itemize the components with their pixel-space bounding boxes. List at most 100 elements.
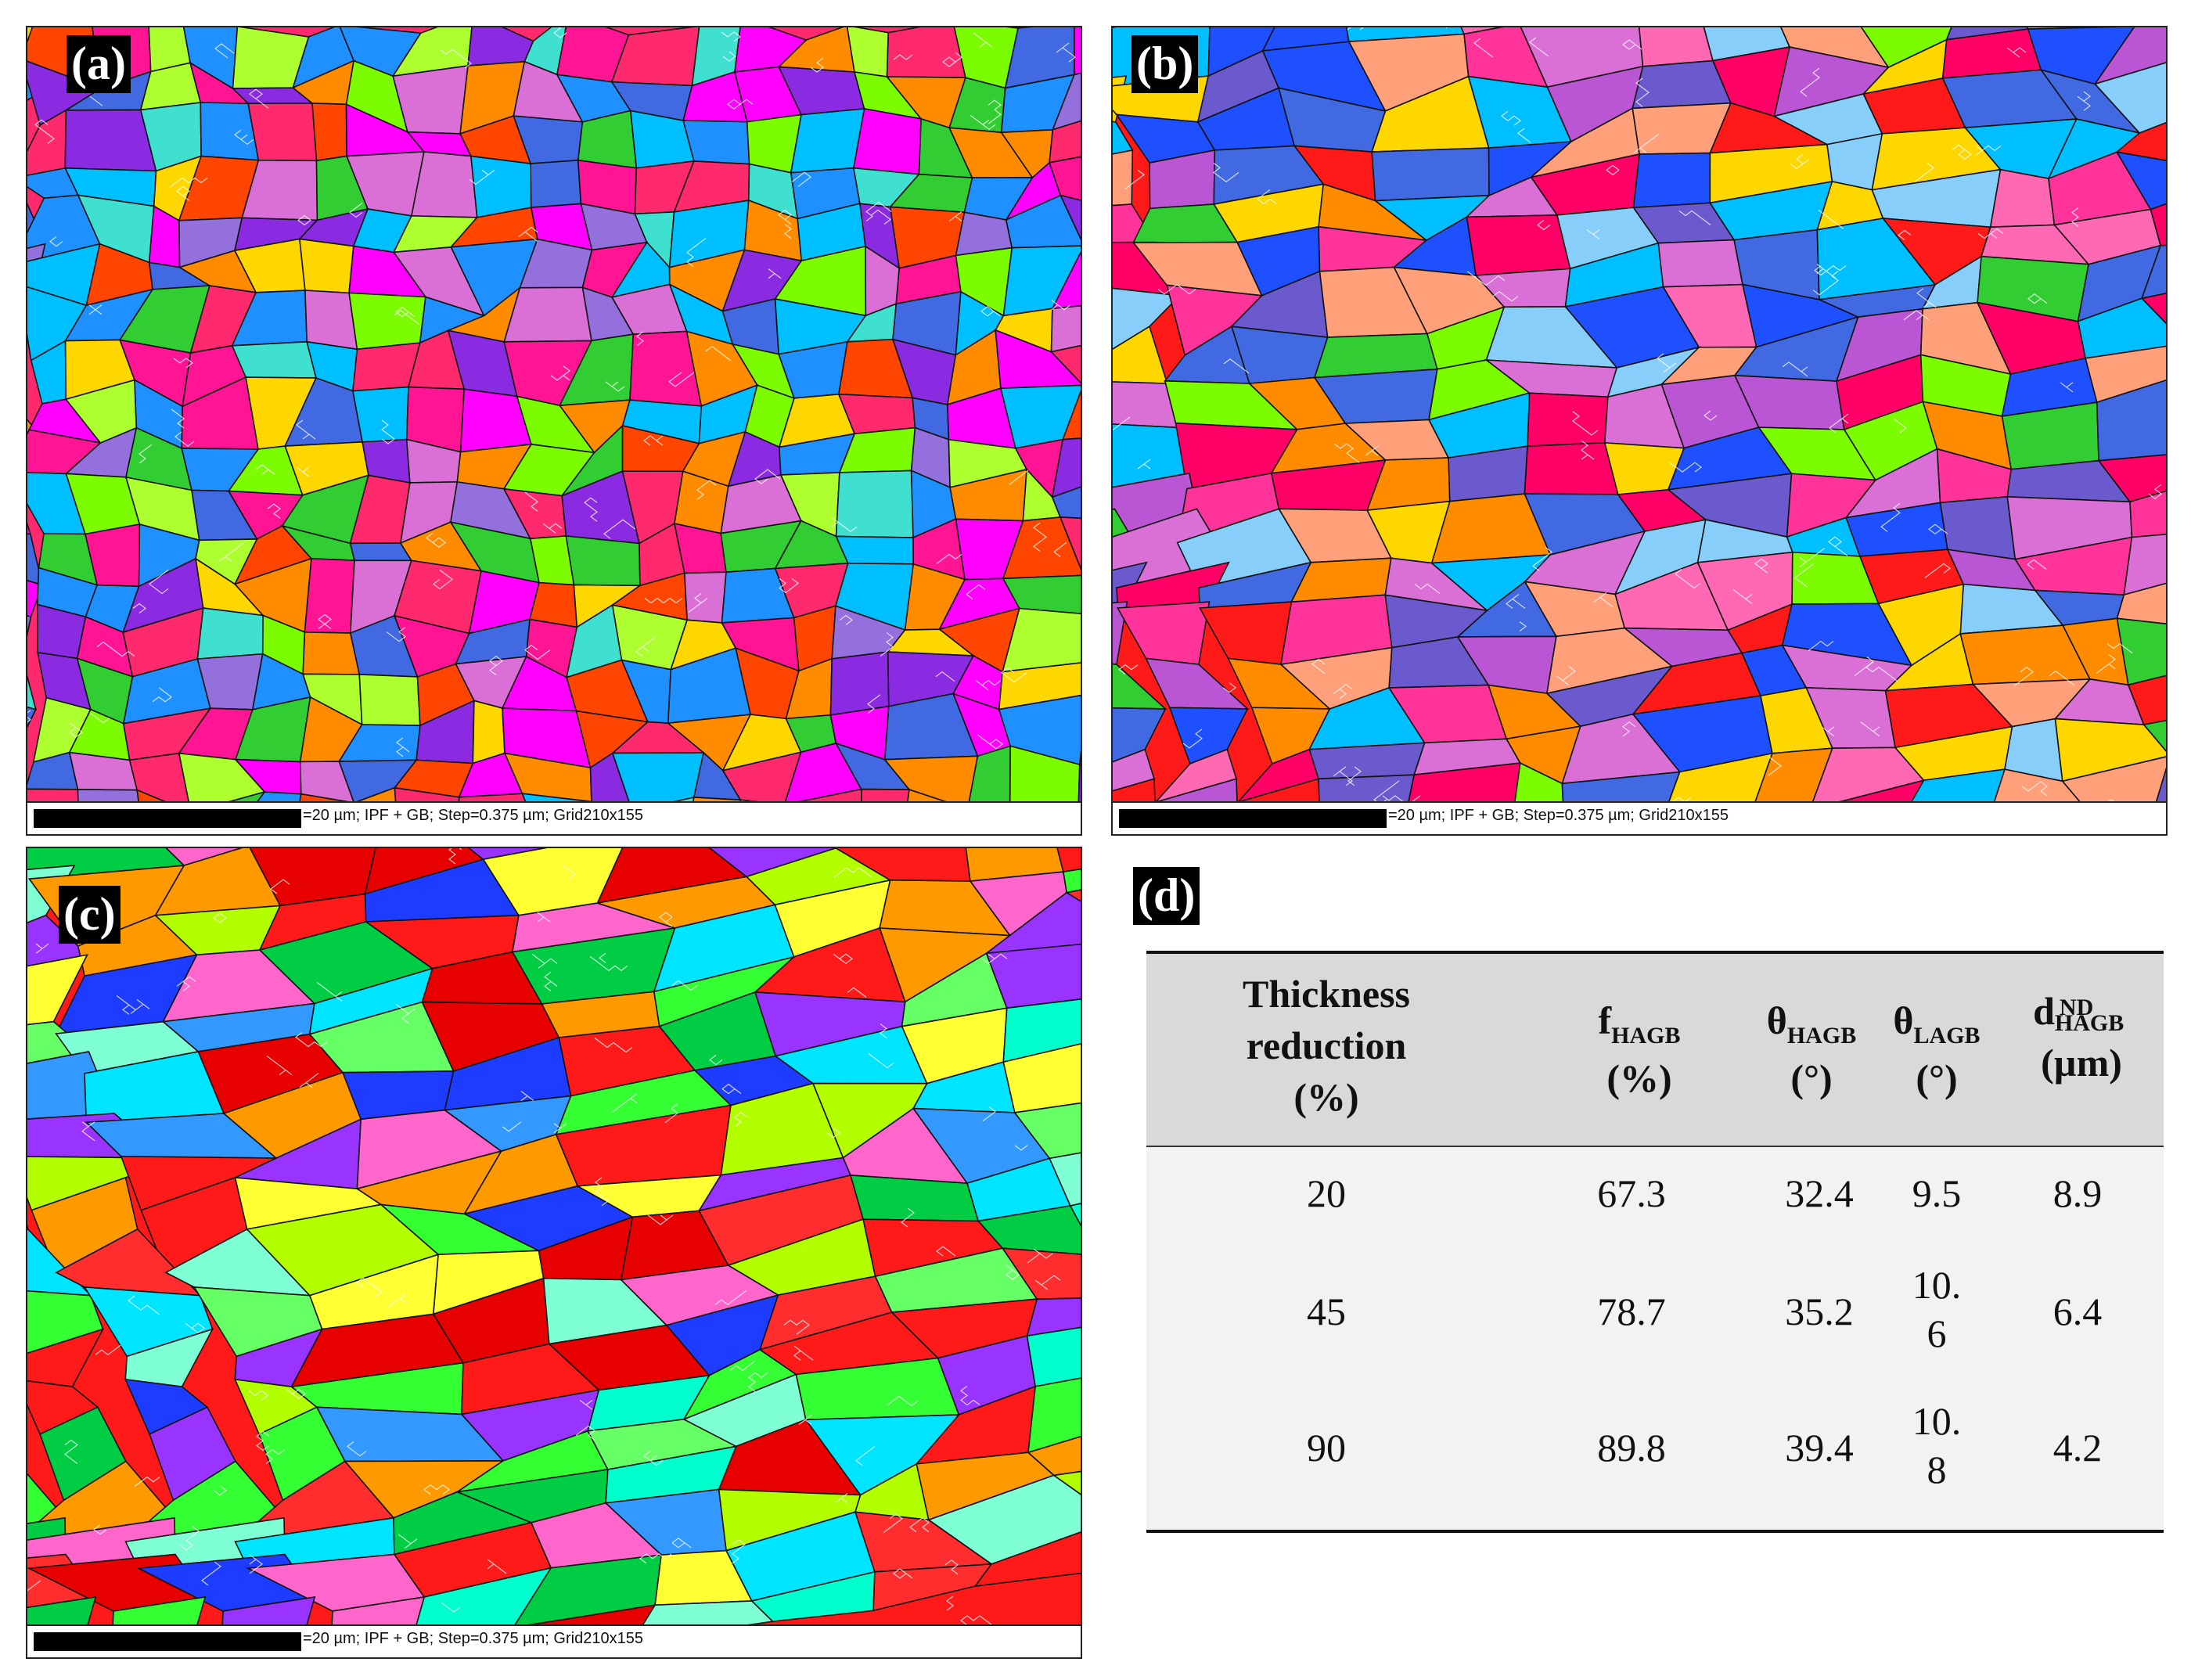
grain (196, 607, 264, 660)
scale-bar-line-b (1119, 809, 1387, 828)
grain (311, 103, 347, 162)
lagb-line (176, 185, 190, 201)
grain-map-a (27, 27, 1081, 804)
lagb-line (544, 971, 558, 991)
lagb-line (1529, 37, 1549, 57)
lagb-line (696, 480, 717, 500)
lagb-line (1333, 766, 1353, 786)
cell-f-hagb: 67.3 (1597, 1171, 1666, 1215)
lagb-line (318, 613, 332, 630)
lagb-line (265, 1448, 286, 1465)
lagb-line (643, 435, 664, 446)
lagb-line (249, 88, 269, 109)
header-thickness-reduction: Thickness reduction (%) (1193, 968, 1459, 1123)
lagb-line (439, 49, 472, 69)
lagb-line (1014, 1145, 1028, 1151)
lagb-line (1924, 563, 1951, 578)
grain (1027, 1436, 1081, 1477)
grain (2142, 720, 2166, 752)
lagb-line (489, 655, 503, 676)
grain (112, 1595, 207, 1628)
lagb-line (942, 52, 962, 67)
lagb-line (469, 169, 495, 185)
lagb-line (871, 209, 891, 225)
grain (2154, 767, 2166, 804)
grain (1638, 27, 1714, 67)
grain-map-b (1113, 27, 2166, 804)
lagb-line (727, 99, 754, 110)
grain (1001, 1247, 1081, 1300)
lagb-line (286, 1388, 306, 1400)
cell-theta-hagb: 39.4 (1785, 1426, 1854, 1470)
header-theta-hagb-subscript: HAGB (1786, 1023, 1857, 1049)
header-f-hagb: fHAGB (%) (1561, 995, 1718, 1104)
grain (221, 1595, 316, 1628)
lagb-line (1572, 411, 1599, 436)
lagb-line (1124, 169, 1145, 189)
grain (27, 1595, 97, 1628)
grain (1524, 442, 1619, 495)
grain (2116, 617, 2166, 686)
lagb-line (935, 671, 955, 682)
grain (231, 340, 317, 379)
lagb-line (644, 597, 683, 604)
lagb-line (729, 1360, 756, 1372)
lagb-line (1606, 164, 1620, 176)
lagb-line (1860, 721, 1880, 737)
scale-bar-text-a: =20 µm; IPF + GB; Step=0.375 µm; Grid210… (303, 807, 643, 824)
lagb-line (441, 1602, 461, 1613)
lagb-line (936, 553, 962, 564)
header-theta-lagb-unit: (°) (1916, 1056, 1958, 1100)
lagb-line (732, 1539, 746, 1564)
header-f-symbol: f (1598, 998, 1612, 1042)
grain (358, 674, 421, 726)
lagb-line (1537, 220, 1551, 231)
lagb-line (296, 466, 310, 477)
grain (998, 662, 1081, 710)
header-d-superscript: ND (2059, 995, 2094, 1020)
lagb-line (2049, 670, 2075, 686)
lagb-line (734, 1111, 748, 1128)
lagb-line (831, 516, 858, 533)
lagb-line (584, 497, 598, 522)
lagb-line (980, 305, 1001, 317)
grain (1062, 868, 1081, 894)
lagb-line (784, 224, 792, 239)
ebsd-map-panel-c: =20 µm; IPF + GB; Step=0.375 µm; Grid210… (26, 847, 1082, 1659)
grain (1051, 437, 1081, 498)
lagb-line (635, 637, 656, 657)
lagb-line (793, 1345, 814, 1361)
grain (1078, 763, 1081, 804)
lagb-line (748, 1372, 768, 1392)
grain (530, 159, 582, 209)
grain (1909, 768, 2006, 804)
lagb-line (2096, 654, 2116, 675)
lagb-line (116, 995, 136, 1015)
ipf-map-c (27, 848, 1081, 1628)
grain (852, 108, 922, 175)
lagb-line (90, 713, 110, 724)
table-header: Thickness reduction (%) fHAGB (%) θHAGB … (1146, 954, 2164, 1147)
grain (1059, 194, 1081, 240)
lagb-line (423, 1484, 450, 1495)
lagb-line (1768, 756, 1782, 776)
lagb-line (1808, 640, 1834, 652)
grain (973, 1531, 1081, 1588)
lagb-line (213, 912, 227, 923)
grain (985, 943, 1081, 1009)
lagb-line (27, 1580, 41, 1592)
lagb-line (88, 304, 103, 315)
grain (1056, 848, 1081, 873)
lagb-line (960, 1385, 980, 1406)
cell-d-hagb: 4.2 (2052, 1426, 2103, 1470)
grain (1062, 390, 1081, 441)
scale-bar-c: =20 µm; IPF + GB; Step=0.375 µm; Grid210… (27, 1624, 1081, 1657)
lagb-line (778, 209, 792, 225)
lagb-line (1213, 162, 1239, 183)
grain (2096, 380, 2166, 462)
grain (27, 788, 79, 804)
lagb-line (179, 1526, 200, 1551)
grain (2115, 151, 2166, 210)
lagb-line (296, 419, 316, 440)
grain (2150, 203, 2166, 246)
